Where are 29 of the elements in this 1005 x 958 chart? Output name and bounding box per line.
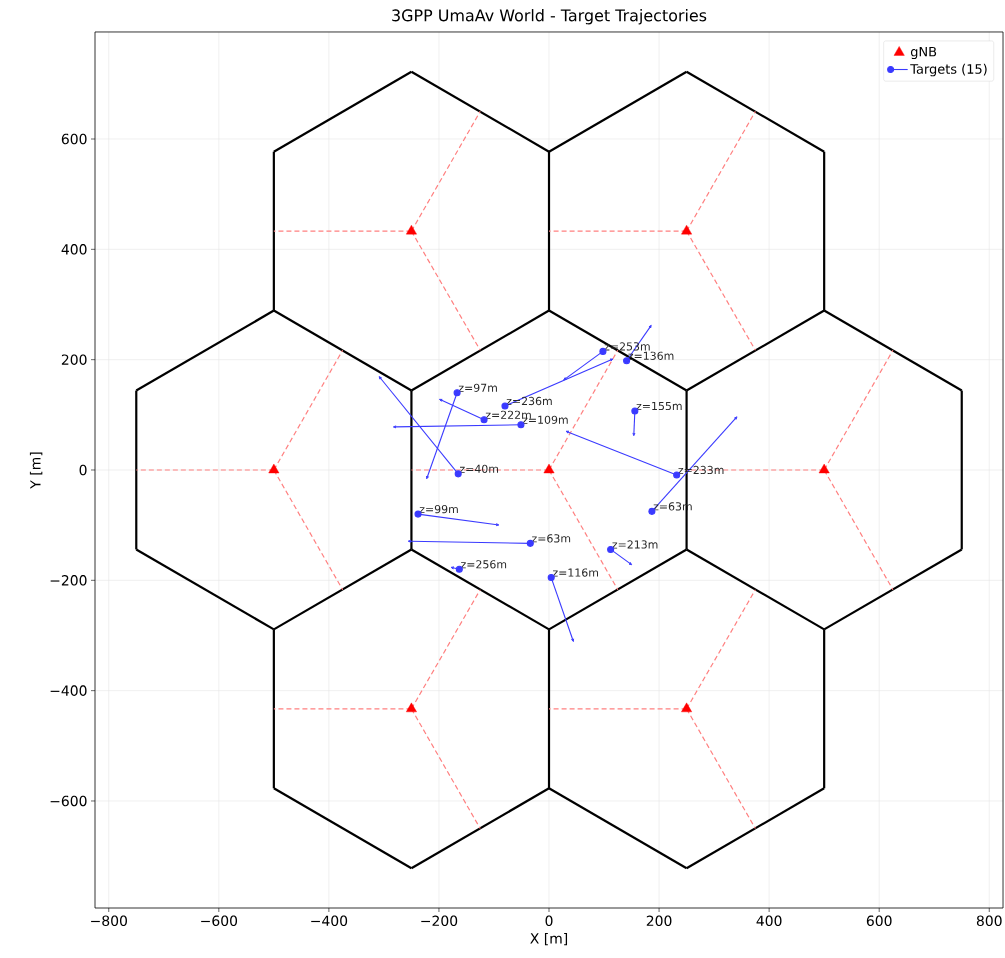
annotation: z=97m: [458, 383, 497, 392]
y-tick-label: 200: [61, 354, 87, 365]
y-tick-label: −200: [50, 575, 87, 586]
x-tick-label: 400: [756, 915, 782, 927]
annotation: z=213m: [612, 540, 658, 549]
x-tick-label: −200: [421, 915, 458, 927]
x-tick-label: −800: [91, 915, 127, 927]
x-axis-title: X [m]: [530, 932, 568, 946]
annotation: z=99m: [419, 505, 458, 514]
legend-label: Targets (15): [910, 63, 987, 77]
x-tick-label: 600: [866, 915, 892, 927]
legend-label: gNB: [910, 46, 937, 60]
annotation: z=155m: [636, 401, 682, 411]
y-axis-title: Y [m]: [29, 452, 43, 489]
x-tick-label: 0: [545, 915, 553, 927]
y-tick-label: 0: [79, 464, 87, 476]
annotation: z=63m: [531, 534, 571, 543]
y-tick-label: −400: [50, 685, 87, 696]
chart-title: 3GPP UmaAv World - Target Trajectories: [392, 9, 707, 25]
x-tick-label: 200: [646, 915, 672, 927]
annotation: z=116m: [552, 568, 598, 577]
y-tick-label: 400: [61, 244, 87, 255]
x-tick-label: 800: [976, 915, 1002, 927]
x-tick-label: −600: [201, 915, 238, 927]
y-tick-label: −600: [50, 795, 87, 807]
y-tick-label: 600: [61, 133, 87, 145]
annotation: z=40m: [459, 464, 499, 474]
annotation: z=256m: [460, 560, 507, 569]
x-tick-label: −400: [311, 915, 348, 927]
